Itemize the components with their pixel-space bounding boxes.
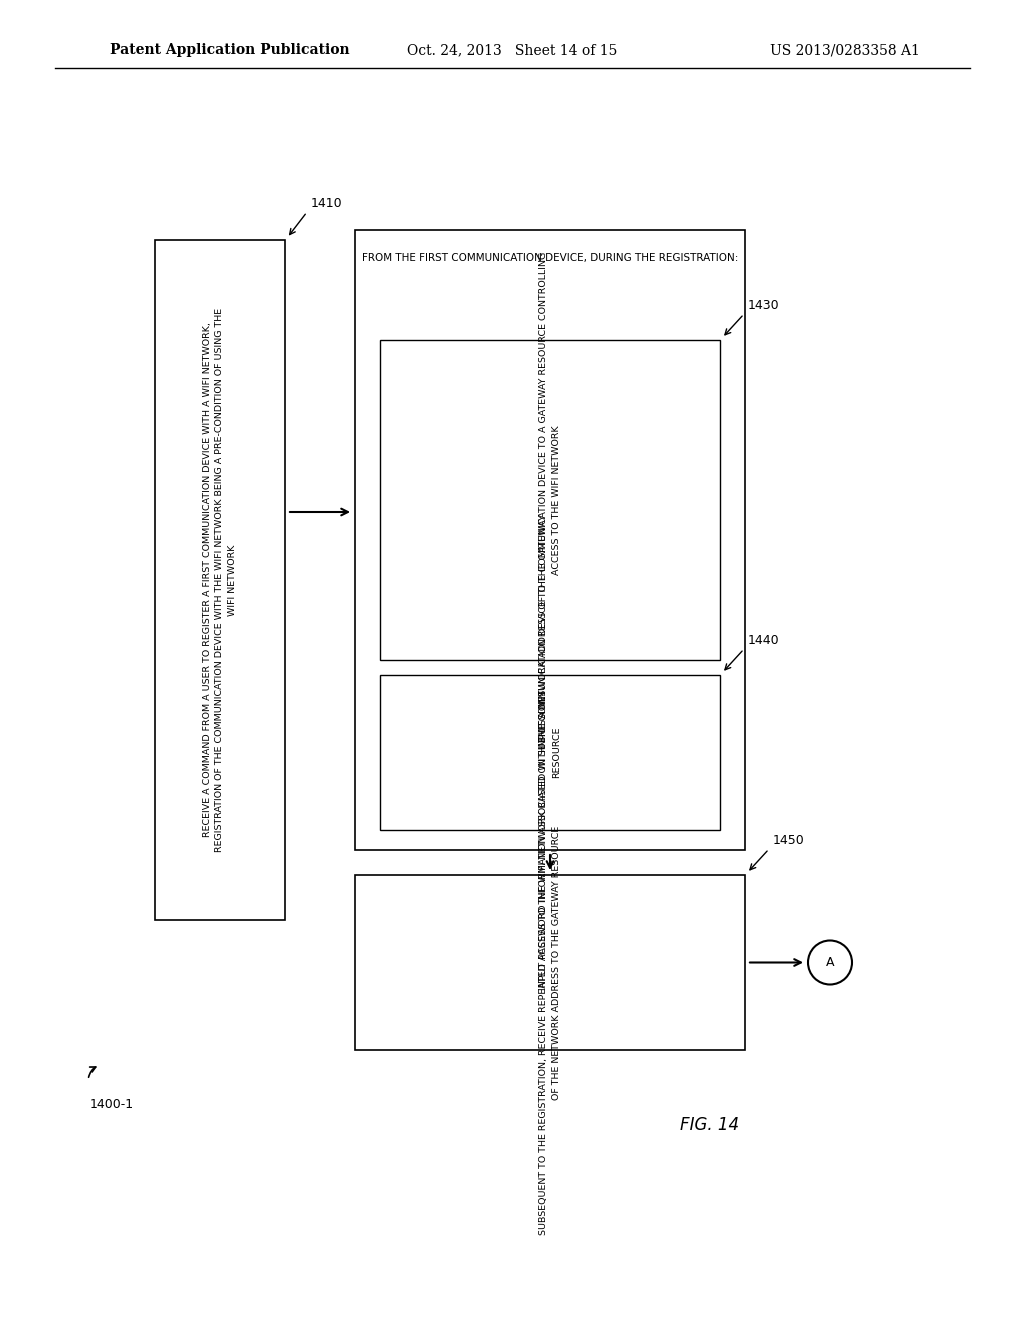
Text: INPUT A NETWORK ADDRESS OF THE COMMUNICATION DEVICE TO A GATEWAY RESOURCE CONTRO: INPUT A NETWORK ADDRESS OF THE COMMUNICA… [540, 251, 561, 748]
Text: A: A [825, 956, 835, 969]
Bar [355, 230, 745, 850]
Text: FROM THE FIRST COMMUNICATION DEVICE, DURING THE REGISTRATION:: FROM THE FIRST COMMUNICATION DEVICE, DUR… [361, 253, 738, 263]
Text: SUBSEQUENT TO THE REGISTRATION, RECEIVE REPEATED ACCESS TO THE WIFI NETWORK BASE: SUBSEQUENT TO THE REGISTRATION, RECEIVE … [540, 690, 561, 1236]
Text: Oct. 24, 2013   Sheet 14 of 15: Oct. 24, 2013 Sheet 14 of 15 [407, 44, 617, 57]
Bar [355, 875, 745, 1049]
Bar [380, 675, 720, 830]
Text: 1450: 1450 [773, 834, 805, 847]
Circle shape [808, 940, 852, 985]
Text: 1430: 1430 [748, 300, 779, 312]
Text: 1410: 1410 [311, 197, 343, 210]
Text: Patent Application Publication: Patent Application Publication [110, 44, 349, 57]
Text: INPUT PASSWORD INFORMATION ASSOCIATED WITH THE COMMUNICATION DEVICE TO THE GATEW: INPUT PASSWORD INFORMATION ASSOCIATED WI… [540, 515, 561, 990]
Text: US 2013/0283358 A1: US 2013/0283358 A1 [770, 44, 920, 57]
Bar [155, 240, 285, 920]
Text: RECEIVE A COMMAND FROM A USER TO REGISTER A FIRST COMMUNICATION DEVICE WITH A WI: RECEIVE A COMMAND FROM A USER TO REGISTE… [203, 308, 237, 853]
Text: 1400-1: 1400-1 [90, 1098, 134, 1111]
Bar [380, 341, 720, 660]
Text: FIG. 14: FIG. 14 [680, 1115, 739, 1134]
Text: 1440: 1440 [748, 634, 779, 647]
